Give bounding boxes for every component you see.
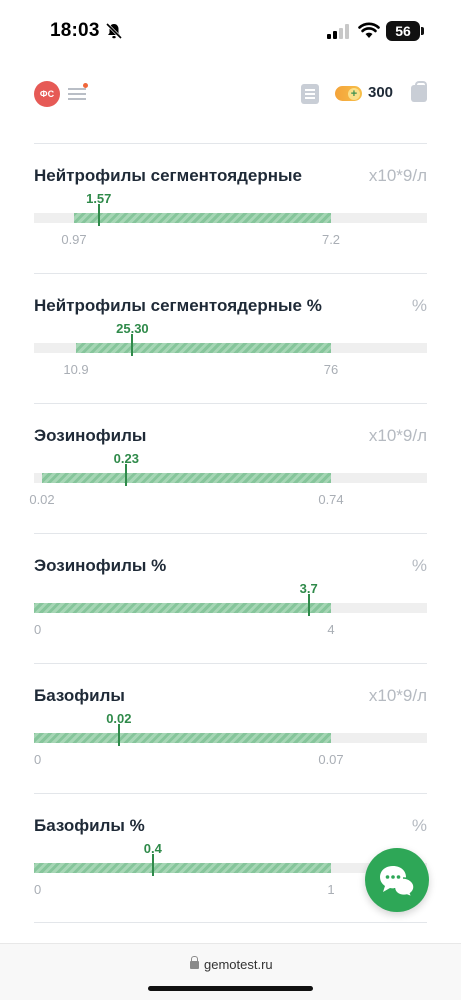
indicator-unit: %	[411, 816, 427, 835]
reference-range-bar	[34, 733, 331, 743]
indicator-row[interactable]: Нейтрофилы сегментоядерные x10*9/л 1.57 0.9…	[0, 166, 461, 276]
indicator-track	[34, 863, 427, 873]
reference-min-label: 0	[34, 752, 42, 767]
reference-range-bar	[34, 863, 331, 873]
indicator-name: Нейтрофилы сегментоядерные %	[34, 296, 322, 315]
value-label: 0.4	[143, 841, 162, 856]
reference-max-label: 76	[323, 362, 339, 377]
battery-icon: 56	[386, 21, 420, 41]
divider	[34, 403, 427, 404]
indicator-unit: x10*9/л	[368, 426, 427, 445]
avatar[interactable]: ФС	[34, 81, 60, 107]
value-marker	[131, 334, 134, 356]
indicator-row[interactable]: Нейтрофилы сегментоядерные %% 25.30 10.9 76	[0, 296, 461, 406]
indicator-track	[34, 213, 427, 223]
reference-range-bar	[74, 213, 331, 223]
indicator-unit: x10*9/л	[368, 166, 427, 185]
reference-max-label: 1	[327, 882, 335, 897]
indicator-track	[34, 603, 427, 613]
divider	[34, 273, 427, 274]
indicator-track	[34, 733, 427, 743]
indicator-unit: x10*9/л	[368, 686, 427, 705]
value-marker	[307, 594, 310, 616]
status-bar: 18:03 56	[0, 0, 461, 62]
chat-button[interactable]	[365, 848, 429, 912]
indicator-track	[34, 473, 427, 483]
home-indicator[interactable]	[148, 986, 313, 991]
list-icon[interactable]	[301, 84, 319, 104]
value-label: 0.02	[106, 711, 132, 726]
reference-max-label: 4	[327, 622, 335, 637]
indicator-track	[34, 343, 427, 353]
bag-icon[interactable]	[411, 81, 427, 102]
battery-cap	[421, 27, 424, 35]
coin-balance[interactable]: 300	[368, 84, 394, 101]
bell-muted-icon	[105, 22, 123, 40]
browser-bar: gemotest.ru	[0, 943, 461, 1000]
indicator-name: Базофилы %	[34, 816, 145, 835]
url-text[interactable]: gemotest.ru	[204, 957, 273, 972]
wifi-icon	[358, 22, 380, 38]
indicator-name: Эозинофилы	[34, 426, 147, 445]
app-header: ФС + 300	[0, 72, 461, 122]
reference-range-bar	[42, 473, 331, 483]
value-label: 25.30	[116, 321, 149, 336]
lock-icon	[190, 956, 199, 969]
reference-min-label: 10.9	[63, 362, 89, 377]
value-marker	[125, 464, 128, 486]
status-time: 18:03	[50, 20, 100, 41]
divider	[34, 793, 427, 794]
indicator-name: Нейтрофилы сегментоядерные	[34, 166, 302, 185]
indicator-row[interactable]: Базофилы %% 0.4 0 1	[0, 816, 461, 926]
signal-icon	[327, 24, 349, 39]
notification-dot	[83, 83, 88, 88]
reference-min-label: 0	[34, 882, 42, 897]
indicator-row[interactable]: Эозинофилы x10*9/л 0.23 0.02 0.74	[0, 426, 461, 536]
value-label: 0.23	[113, 451, 139, 466]
reference-max-label: 7.2	[321, 232, 341, 247]
indicator-row[interactable]: Эозинофилы %% 3.7 0 4	[0, 556, 461, 666]
divider	[34, 922, 427, 923]
indicator-row[interactable]: Базофилы x10*9/л 0.02 0 0.07	[0, 686, 461, 796]
menu-icon[interactable]	[68, 86, 86, 102]
reference-range-bar	[76, 343, 331, 353]
value-marker	[97, 204, 100, 226]
reference-max-label: 0.74	[318, 492, 344, 507]
reference-range-bar	[34, 603, 331, 613]
value-marker	[151, 854, 154, 876]
divider	[34, 143, 427, 144]
chat-icon	[380, 866, 415, 898]
indicator-name: Эозинофилы %	[34, 556, 167, 575]
reference-min-label: 0	[34, 622, 42, 637]
reference-min-label: 0.02	[29, 492, 55, 507]
value-label: 1.57	[86, 191, 112, 206]
indicator-name: Базофилы	[34, 686, 125, 705]
coin-toggle-icon[interactable]: +	[335, 86, 362, 101]
indicator-unit: %	[411, 556, 427, 575]
divider	[34, 533, 427, 534]
value-marker	[117, 724, 120, 746]
divider	[34, 663, 427, 664]
value-label: 3.7	[299, 581, 318, 596]
reference-min-label: 0.97	[61, 232, 87, 247]
indicator-unit: %	[411, 296, 427, 315]
reference-max-label: 0.07	[318, 752, 344, 767]
